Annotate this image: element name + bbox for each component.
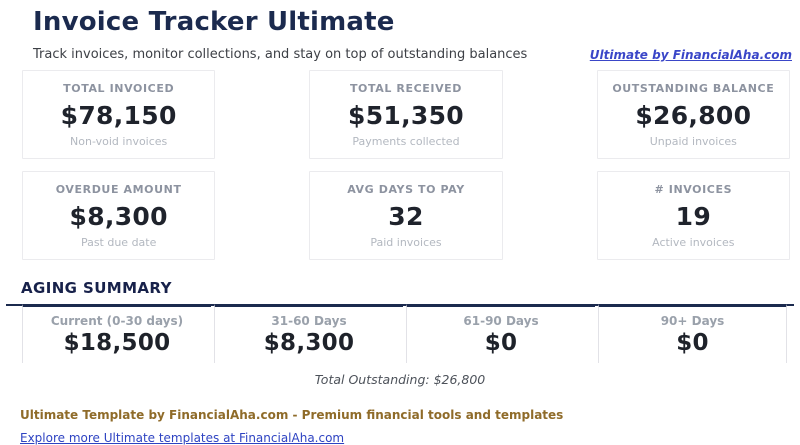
aging-summary-header: AGING SUMMARY	[6, 278, 794, 306]
bucket-label: 61-90 Days	[463, 313, 539, 328]
stat-value: 32	[388, 202, 424, 231]
bucket-value: $0	[484, 329, 518, 356]
explore-templates-link[interactable]: Explore more Ultimate templates at Finan…	[20, 430, 345, 445]
stat-value: $78,150	[60, 101, 177, 130]
invoice-tracker-page: Invoice Tracker Ultimate Track invoices,…	[0, 6, 800, 445]
stat-card-total-invoiced: TOTAL INVOICED $78,150 Non-void invoices	[22, 70, 216, 159]
bucket-label: 31-60 Days	[271, 313, 347, 328]
stat-label: OUTSTANDING BALANCE	[612, 82, 775, 95]
subtitle-row: Track invoices, monitor collections, and…	[33, 47, 792, 63]
stat-value: 19	[675, 202, 712, 231]
page-subtitle: Track invoices, monitor collections, and…	[33, 47, 528, 62]
stat-label: AVG DAYS TO PAY	[347, 183, 465, 196]
stat-card-overdue-amount: OVERDUE AMOUNT $8,300 Past due date	[22, 171, 216, 260]
page-title: Invoice Tracker Ultimate	[33, 7, 395, 37]
brand-link[interactable]: Ultimate by FinancialAha.com	[589, 48, 792, 62]
bucket-label: 90+ Days	[660, 313, 725, 328]
stat-subtext: Paid invoices	[370, 236, 442, 249]
stat-card-total-received: TOTAL RECEIVED $51,350 Payments collecte…	[309, 70, 503, 159]
stat-label: TOTAL RECEIVED	[349, 82, 463, 95]
aging-bucket-61-90: 61-90 Days $0	[406, 303, 595, 363]
stat-card-num-invoices: # INVOICES 19 Active invoices	[596, 171, 790, 260]
stat-subtext: Past due date	[80, 236, 157, 249]
stat-card-avg-days-to-pay: AVG DAYS TO PAY 32 Paid invoices	[309, 171, 503, 260]
aging-summary-table: Current (0-30 days) $18,500 31-60 Days $…	[19, 303, 790, 363]
table-row: Current (0-30 days) $18,500 31-60 Days $…	[22, 303, 787, 363]
stats-grid: TOTAL INVOICED $78,150 Non-void invoices…	[22, 70, 790, 260]
stat-value: $8,300	[69, 202, 168, 231]
aging-summary-title: AGING SUMMARY	[21, 279, 172, 297]
footer-link-row: Explore more Ultimate templates at Finan…	[20, 431, 800, 445]
stat-value: $51,350	[348, 101, 464, 130]
aging-bucket-current: Current (0-30 days) $18,500	[22, 303, 211, 363]
footer-tagline: Ultimate Template by FinancialAha.com - …	[20, 407, 564, 422]
stat-subtext: Payments collected	[352, 135, 460, 148]
bucket-value: $8,300	[263, 329, 355, 356]
bucket-value: $0	[676, 329, 709, 356]
total-outstanding-line: Total Outstanding: $26,800	[314, 371, 486, 387]
stat-label: OVERDUE AMOUNT	[55, 183, 182, 196]
stat-subtext: Non-void invoices	[70, 135, 168, 148]
stat-subtext: Active invoices	[652, 236, 735, 249]
stat-value: $26,800	[635, 101, 752, 130]
bucket-value: $18,500	[63, 329, 171, 356]
stat-card-outstanding-balance: OUTSTANDING BALANCE $26,800 Unpaid invoi…	[596, 70, 790, 159]
bucket-label: Current (0-30 days)	[50, 313, 184, 328]
aging-bucket-90-plus: 90+ Days $0	[598, 303, 787, 363]
stat-label: TOTAL INVOICED	[63, 82, 175, 95]
aging-bucket-31-60: 31-60 Days $8,300	[214, 303, 403, 363]
stat-label: # INVOICES	[654, 183, 733, 196]
stat-subtext: Unpaid invoices	[649, 135, 737, 148]
